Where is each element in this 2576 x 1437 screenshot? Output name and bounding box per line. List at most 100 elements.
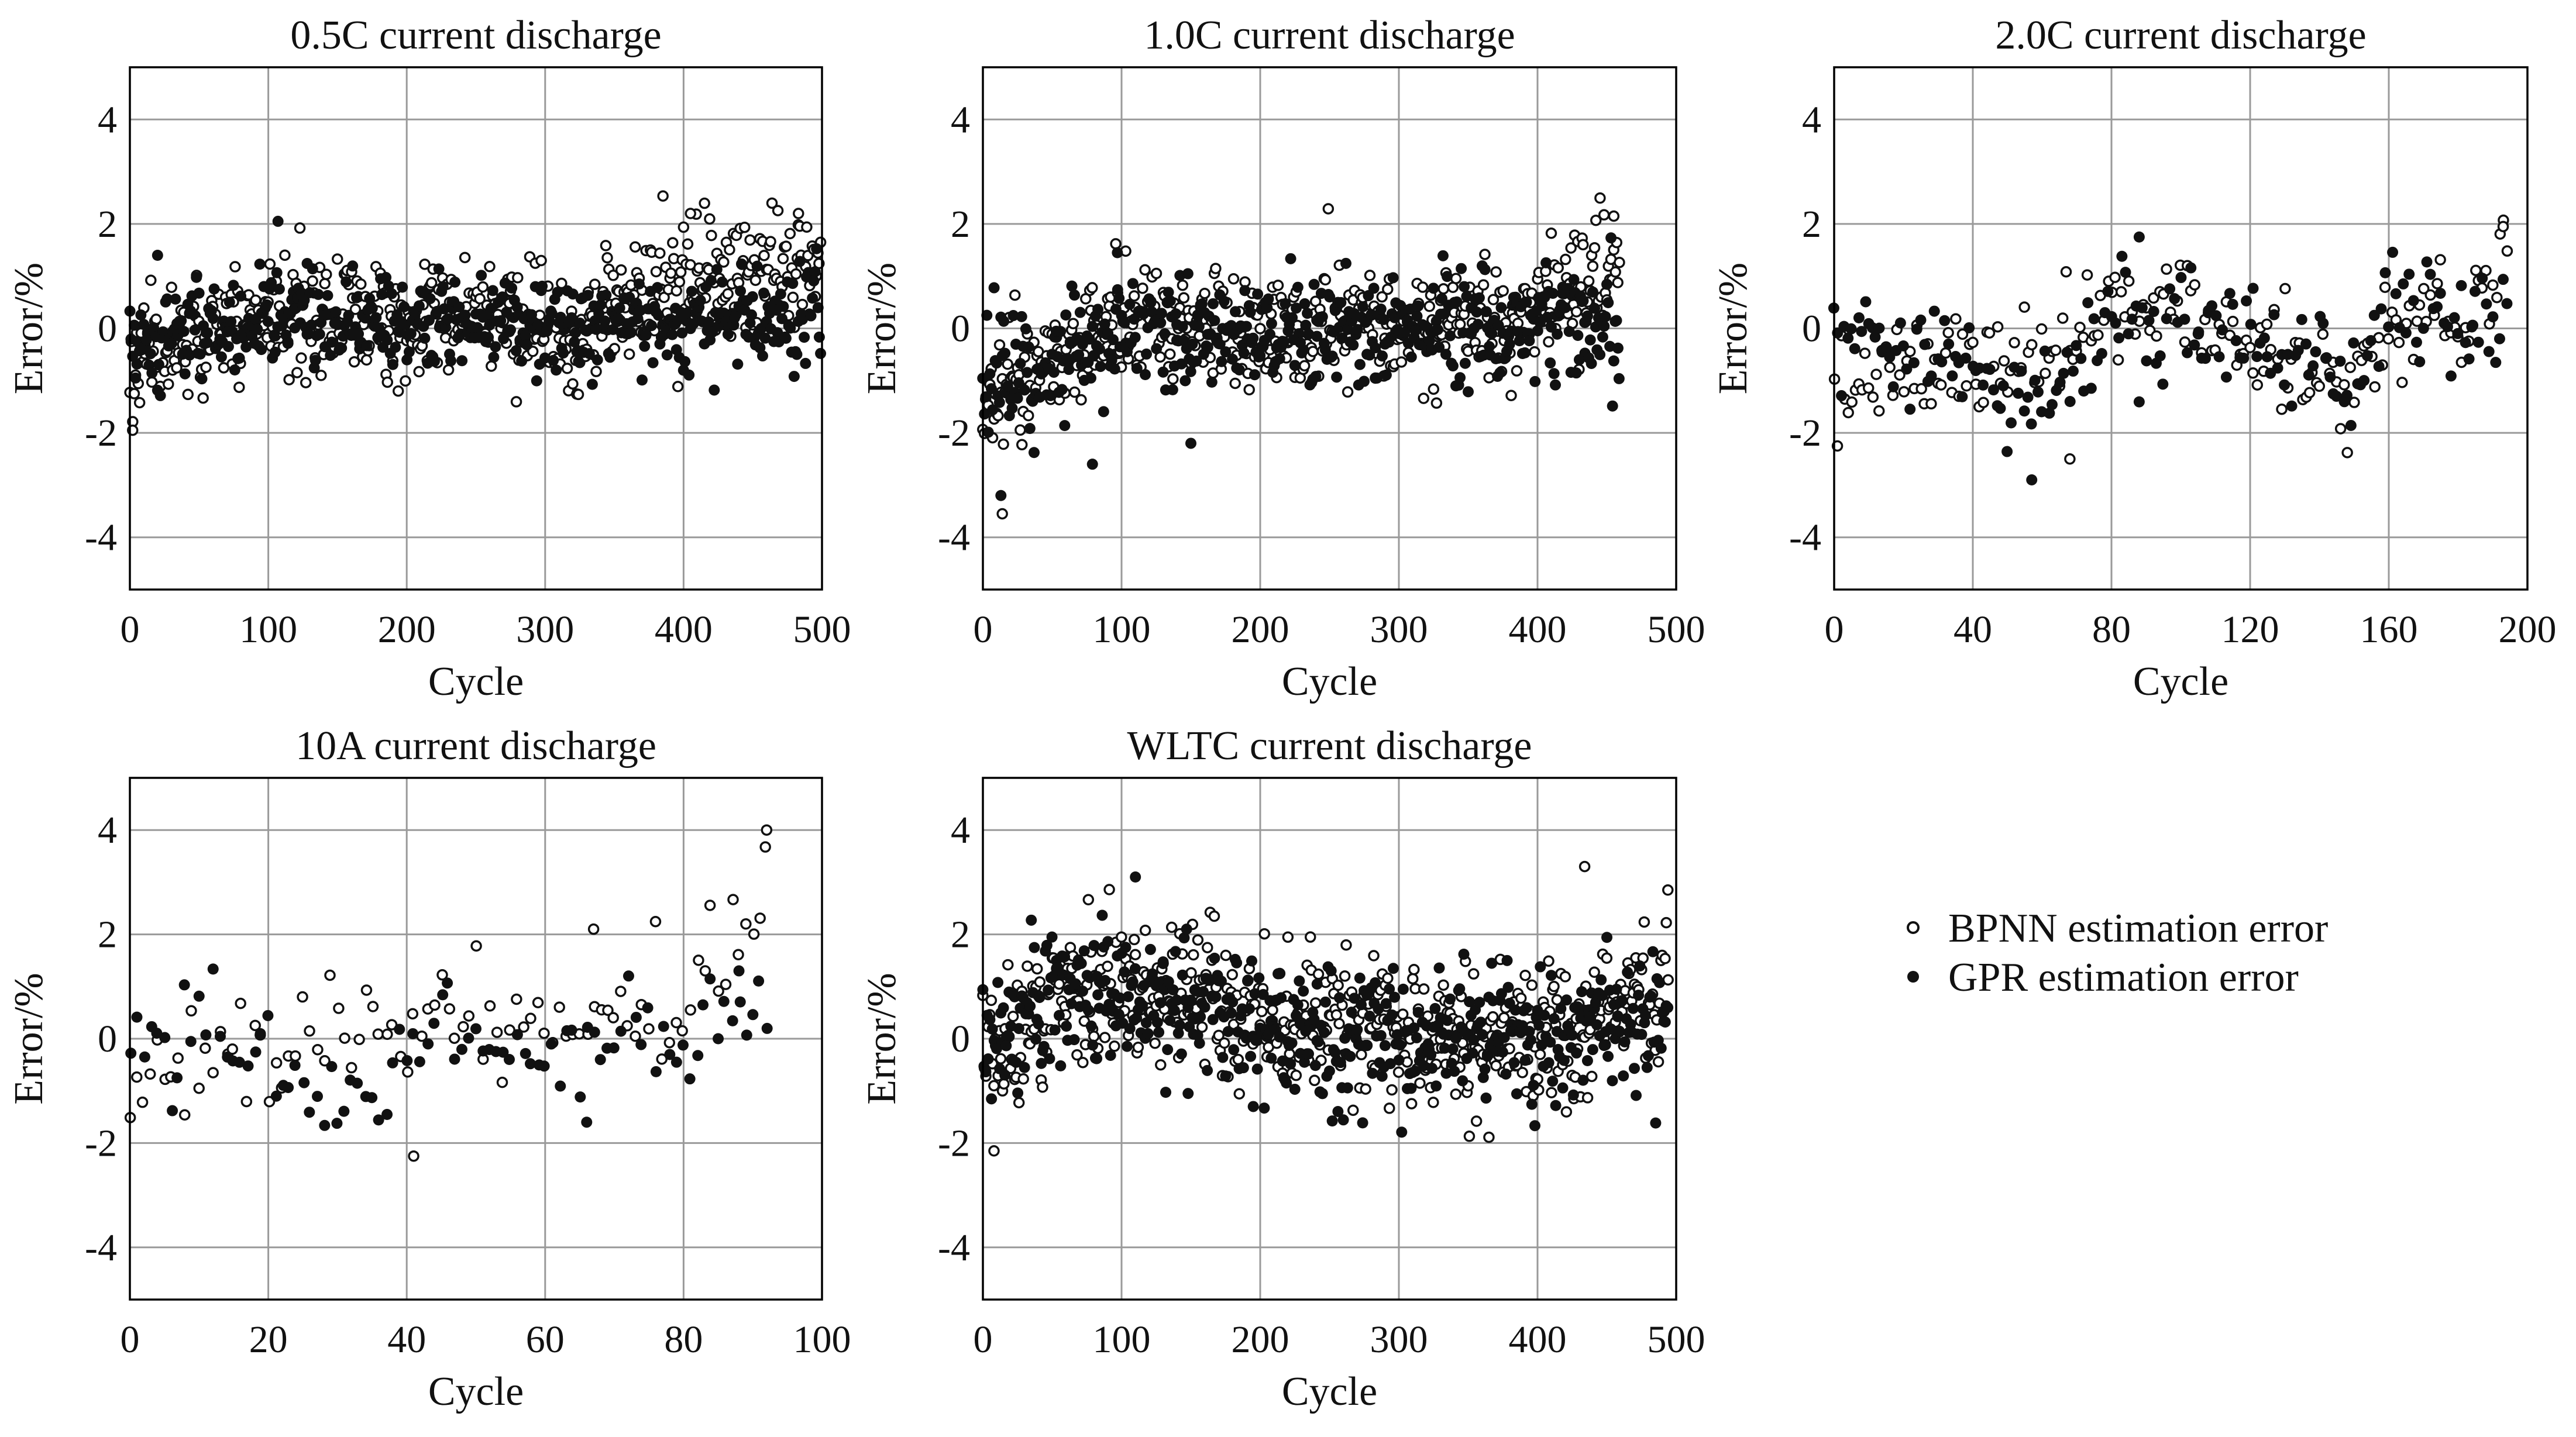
y-tick-label: -2 [938, 1122, 970, 1164]
gpr-point [1178, 932, 1190, 944]
gpr-point [1555, 1002, 1567, 1014]
gpr-point [2164, 283, 2176, 295]
gpr-point [753, 975, 765, 987]
gpr-point [1442, 1015, 1453, 1026]
gpr-point [1286, 1037, 1298, 1049]
gpr-point [200, 1029, 212, 1041]
gpr-point [1311, 330, 1323, 342]
gpr-point [1587, 1044, 1598, 1056]
bpnn-point [995, 1053, 1007, 1065]
gpr-point [986, 1093, 998, 1105]
gpr-point [1939, 315, 1951, 326]
gpr-point [785, 322, 796, 334]
bpnn-point [1983, 327, 1996, 339]
gpr-point [2238, 352, 2250, 364]
gpr-point [1633, 990, 1645, 1001]
bpnn-point [1178, 292, 1190, 304]
gpr-point [503, 1053, 515, 1065]
bpnn-point [2251, 379, 2264, 391]
gpr-point [1086, 321, 1098, 332]
gpr-point [2448, 312, 2460, 323]
gpr-point [233, 1056, 245, 1068]
gpr-point [2341, 390, 2353, 401]
y-tick-label: 2 [98, 914, 117, 956]
gpr-point [2483, 346, 2495, 357]
gpr-point [1474, 997, 1485, 1008]
bpnn-point [1548, 980, 1560, 993]
gpr-point [1164, 1015, 1176, 1026]
gpr-point [1433, 962, 1445, 974]
bpnn-point [1956, 328, 1969, 340]
gpr-point [1509, 1004, 1521, 1016]
gpr-point [1048, 970, 1060, 982]
gpr-point [510, 345, 522, 357]
gpr-point [2075, 353, 2087, 364]
gpr-point [449, 276, 461, 288]
gpr-point [566, 312, 577, 323]
gpr-point [778, 301, 789, 312]
gpr-point [1092, 304, 1104, 315]
gpr-point [1994, 402, 2006, 414]
gpr-point [2272, 362, 2283, 374]
gpr-point [1480, 1093, 1492, 1104]
bpnn-point [321, 268, 332, 280]
gpr-point [1120, 942, 1131, 953]
x-axis-label: Cycle [1282, 1369, 1377, 1414]
bpnn-point [722, 288, 734, 300]
bpnn-point [699, 965, 711, 977]
bpnn-point [1139, 264, 1151, 276]
gpr-point [1904, 404, 1916, 415]
gpr-point [1194, 1038, 1205, 1049]
gpr-point [1303, 328, 1315, 340]
gpr-point [2022, 391, 2034, 403]
bpnn-point [2008, 337, 2020, 349]
bpnn-point [1992, 321, 2004, 333]
gpr-point [2455, 280, 2467, 291]
gpr-point [1177, 969, 1188, 981]
bpnn-point [297, 991, 308, 1003]
bpnn-point [1256, 1005, 1268, 1018]
gpr-point [1426, 1063, 1438, 1074]
gpr-point [1170, 308, 1182, 320]
bpnn-point [985, 994, 998, 1007]
gpr-point [261, 299, 273, 311]
bpnn-point [1545, 228, 1557, 239]
bpnn-point [360, 354, 373, 366]
gpr-point [1013, 1023, 1024, 1035]
gpr-point [1331, 371, 1343, 383]
gpr-point [1112, 247, 1123, 259]
gpr-point [1908, 357, 1920, 368]
bpnn-point [1023, 409, 1034, 422]
bpnn-point [2341, 447, 2353, 459]
gpr-point [2258, 332, 2270, 344]
gpr-point [1659, 1016, 1671, 1028]
bpnn-point [392, 385, 404, 397]
gpr-point [709, 384, 720, 396]
bpnn-point [787, 291, 799, 304]
bpnn-point [133, 397, 146, 409]
bpnn-point [2338, 379, 2350, 391]
gpr-point [1385, 1058, 1397, 1070]
bpnn-point [2313, 380, 2326, 392]
bpnn-point [2303, 387, 2316, 399]
bpnn-point [1570, 306, 1583, 318]
gpr-point [545, 1038, 557, 1050]
chart-title: WLTC current discharge [1127, 723, 1532, 769]
gpr-point [1014, 357, 1026, 369]
bpnn-point [510, 396, 522, 408]
gpr-point [131, 1011, 143, 1023]
gpr-point [642, 1002, 654, 1014]
gpr-point [1650, 1117, 1662, 1129]
bpnn-point [600, 240, 612, 251]
bpnn-point [136, 1096, 149, 1108]
gpr-point [1108, 334, 1119, 346]
gpr-point [647, 357, 659, 368]
gpr-point [442, 977, 453, 989]
gpr-point [1568, 274, 1580, 285]
gpr-point [2424, 268, 2436, 280]
gpr-point [1397, 983, 1409, 995]
gpr-point [2472, 336, 2484, 348]
bpnn-point [1009, 289, 1021, 301]
gpr-point [1294, 975, 1305, 987]
gpr-point [520, 1047, 531, 1059]
